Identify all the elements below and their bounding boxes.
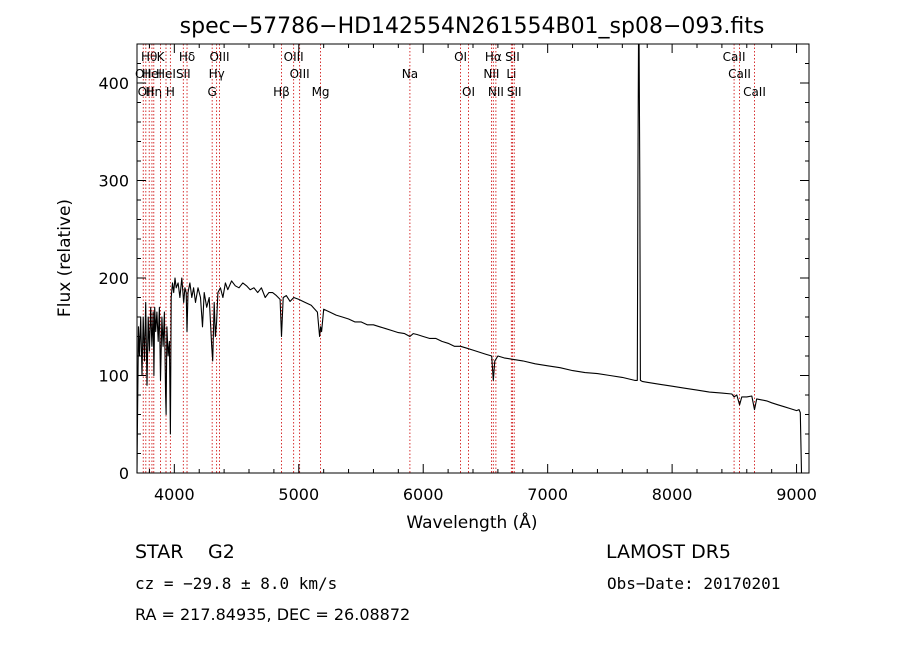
spectral-line-label: Li	[506, 67, 516, 81]
object-class: STAR	[135, 541, 183, 563]
spectral-line-label: K	[157, 50, 166, 64]
plot-frame	[136, 43, 810, 474]
obs-date: Obs−Date: 20170201	[607, 574, 780, 593]
spectral-line-label: CaII	[728, 67, 751, 81]
spectral-line-label: Hβ	[273, 85, 290, 99]
spectral-line-label: OIII	[209, 50, 229, 64]
y-axis-label: Flux (relative)	[55, 199, 75, 317]
spectral-line-label: CaII	[743, 85, 766, 99]
x-tick-label: 5000	[278, 485, 319, 504]
spectral-line-label: SII	[505, 50, 520, 64]
spectral-line-label: OII	[138, 85, 155, 99]
spectral-line-label: OIII	[284, 50, 304, 64]
spectral-line-label: Hη	[145, 85, 162, 99]
spectral-line-label: Hθ	[141, 50, 157, 64]
spectral-line-label: Mg	[312, 85, 330, 99]
spectral-line-label: NII	[488, 85, 504, 99]
redshift-text: cz = −29.8 ± 8.0 km/s	[135, 574, 337, 593]
spectral-line-label: SII	[176, 67, 191, 81]
coordinates: RA = 217.84935, DEC = 26.08872	[135, 605, 410, 624]
survey-name: LAMOST DR5	[606, 541, 731, 563]
spectrum-series-line	[136, 43, 803, 474]
spectral-line-label: HeI	[142, 67, 162, 81]
x-axis-label: Wavelength (Å)	[406, 511, 537, 533]
object-subclass: G2	[208, 541, 235, 563]
spectral-line-label: SII	[507, 85, 522, 99]
spectral-line-label: HeI	[156, 67, 176, 81]
spectral-line-label: CaII	[723, 50, 746, 64]
x-tick-label: 8000	[652, 485, 693, 504]
spectral-line-markers: OIIOIIHθHeIHηKHeIHSIIHδGHγOIIIHβOIIIOIII…	[135, 44, 766, 473]
spectral-line-label: OI	[454, 50, 467, 64]
spectral-line-label: OII	[135, 67, 152, 81]
y-tick-label: 400	[98, 74, 129, 93]
y-tick-label: 0	[119, 464, 129, 483]
x-tick-label: 4000	[154, 485, 195, 504]
spectral-line-label: G	[208, 85, 217, 99]
spectral-line-label: Hδ	[179, 50, 195, 64]
y-tick-label: 300	[98, 172, 129, 191]
spectral-line-label: OIII	[290, 67, 310, 81]
y-tick-label: 100	[98, 367, 129, 386]
x-tick-label: 6000	[403, 485, 444, 504]
spectral-line-label: Na	[402, 67, 418, 81]
spectral-line-label: H	[166, 85, 175, 99]
spectral-line-label: NII	[483, 67, 499, 81]
axis-ticks: 4000 5000 6000 7000 8000 9000 0 100 200 300 400	[98, 43, 817, 504]
spectral-line-label: Hα	[485, 50, 502, 64]
x-tick-label: 7000	[527, 485, 568, 504]
chart-title: spec−57786−HD142554N261554B01_sp08−093.f…	[180, 14, 765, 39]
y-tick-label: 200	[98, 269, 129, 288]
spectral-line-label: Hγ	[209, 67, 225, 81]
x-tick-label: 9000	[776, 485, 817, 504]
spectral-line-label: OI	[462, 85, 475, 99]
